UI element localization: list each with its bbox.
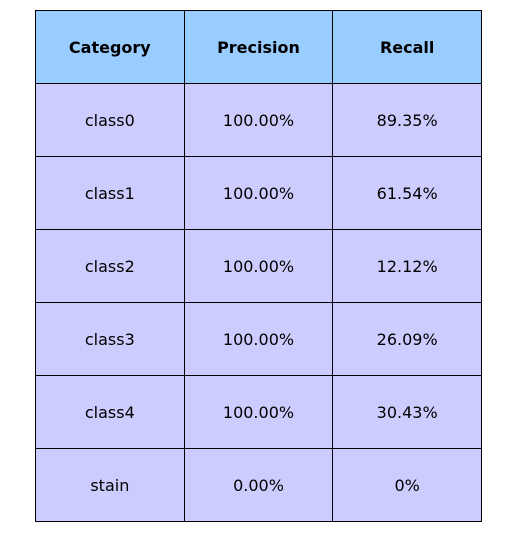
table-row: stain 0.00% 0% <box>35 448 482 522</box>
table-row: class0 100.00% 89.35% <box>35 83 482 157</box>
category-cell: class2 <box>35 229 185 303</box>
recall-cell: 61.54% <box>332 156 482 230</box>
table-row: class2 100.00% 12.12% <box>35 229 482 303</box>
recall-cell: 30.43% <box>332 375 482 449</box>
table-header: Category Precision Recall <box>35 10 482 84</box>
table-body: class0 100.00% 89.35% class1 100.00% 61.54% cl… <box>35 83 482 522</box>
recall-cell: 26.09% <box>332 302 482 376</box>
category-cell: class0 <box>35 83 185 157</box>
category-cell: class4 <box>35 375 185 449</box>
category-cell: class1 <box>35 156 185 230</box>
table-row: class1 100.00% 61.54% <box>35 156 482 230</box>
metrics-table: Category Precision Recall class0 100.00% 89.… <box>35 10 482 522</box>
precision-cell: 0.00% <box>183 448 334 522</box>
table-row: class3 100.00% 26.09% <box>35 302 482 376</box>
header-row: Category Precision Recall <box>35 10 482 84</box>
precision-cell: 100.00% <box>183 83 334 157</box>
category-cell: stain <box>35 448 185 522</box>
precision-cell: 100.00% <box>183 302 334 376</box>
column-header-category: Category <box>35 10 185 84</box>
precision-cell: 100.00% <box>183 156 334 230</box>
recall-cell: 89.35% <box>332 83 482 157</box>
table-row: class4 100.00% 30.43% <box>35 375 482 449</box>
category-cell: class3 <box>35 302 185 376</box>
recall-cell: 0% <box>332 448 482 522</box>
recall-cell: 12.12% <box>332 229 482 303</box>
precision-cell: 100.00% <box>183 229 334 303</box>
column-header-precision: Precision <box>183 10 334 84</box>
precision-cell: 100.00% <box>183 375 334 449</box>
column-header-recall: Recall <box>332 10 482 84</box>
